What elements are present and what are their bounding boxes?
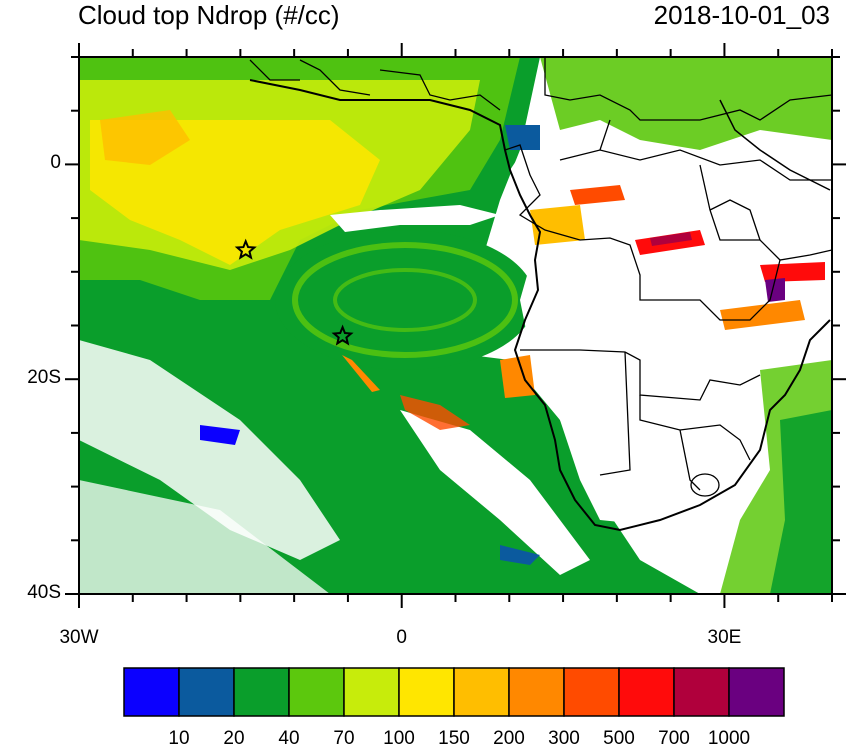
- plot-timestamp: 2018-10-01_03: [653, 0, 830, 30]
- colorbar-swatch: [508, 667, 565, 717]
- colorbar-label: 1000: [707, 728, 751, 749]
- colorbar-swatch: [343, 667, 400, 717]
- land-cloud-green: [540, 57, 832, 150]
- colorbar-label: 40: [278, 728, 300, 749]
- colorbar-swatch: [673, 667, 730, 717]
- y-tick-label: 20S: [27, 367, 61, 389]
- colorbar: [123, 667, 785, 717]
- colorbar-swatch: [618, 667, 675, 717]
- colorbar-swatch: [453, 667, 510, 717]
- colorbar-swatch: [563, 667, 620, 717]
- clear-sky-gap: [330, 205, 500, 232]
- colorbar-label: 70: [333, 728, 355, 749]
- site-markers: [234, 238, 354, 346]
- cloud-field-orange-patch: [100, 110, 190, 165]
- colorbar-label: 500: [603, 728, 635, 749]
- aerosol-streak: [342, 355, 380, 392]
- x-tick-label: 30W: [59, 627, 99, 648]
- colorbar-label: 200: [493, 728, 525, 749]
- stratocumulus-ring: [292, 242, 518, 358]
- colorbar-label: 20: [223, 728, 245, 749]
- colorbar-label: 100: [383, 728, 415, 749]
- colorbar-swatch: [398, 667, 455, 717]
- y-tick-label: 0: [50, 152, 61, 174]
- star-marker: [234, 238, 257, 260]
- x-tick-label: 0: [396, 627, 407, 648]
- fire-hotspots: [500, 185, 825, 398]
- colorbar-label: 150: [438, 728, 470, 749]
- colorbar-label: 10: [168, 728, 190, 749]
- country-borders: [249, 57, 832, 497]
- coastline: [249, 79, 831, 532]
- colorbar-label: 300: [548, 728, 580, 749]
- colorbar-swatch: [728, 667, 785, 717]
- y-tick-label: 40S: [27, 582, 61, 603]
- colorbar-swatch: [178, 667, 235, 717]
- low-ndrop-patch: [505, 125, 540, 150]
- star-marker: [331, 324, 354, 346]
- colorbar-label: 700: [658, 728, 690, 749]
- map-field: [79, 57, 832, 594]
- x-tick-label: 30E: [707, 627, 742, 648]
- plot-title: Cloud top Ndrop (#/cc): [78, 0, 340, 30]
- colorbar-swatch: [233, 667, 290, 717]
- colorbar-swatch: [288, 667, 345, 717]
- african-continent: [510, 57, 832, 525]
- axis-ticks: [65, 43, 846, 608]
- stratocumulus-deck: [275, 230, 535, 370]
- colorbar-swatch: [123, 667, 180, 717]
